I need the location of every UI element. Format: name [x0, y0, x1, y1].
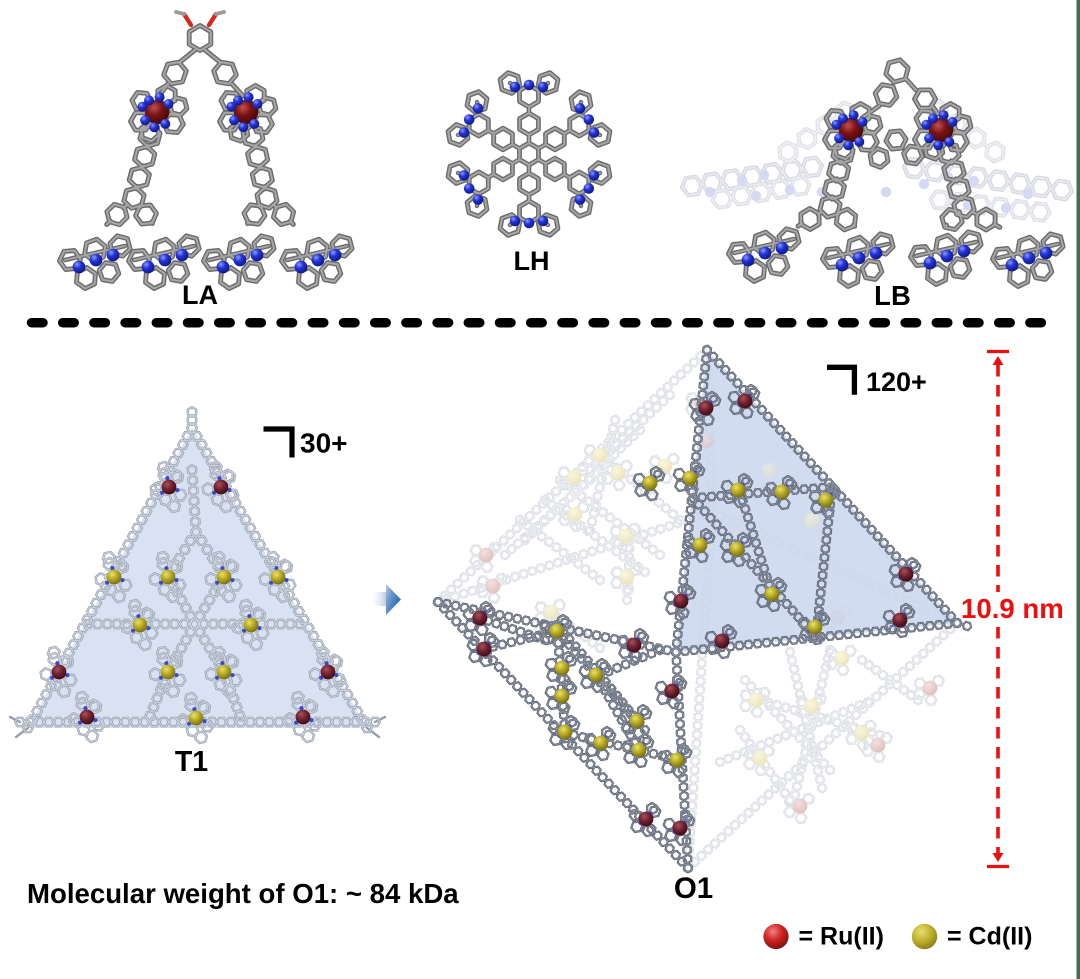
svg-text:LA: LA: [182, 280, 218, 310]
svg-text:O1: O1: [674, 872, 713, 905]
svg-text:T1: T1: [175, 746, 208, 778]
svg-text:LB: LB: [874, 280, 911, 311]
svg-text:LH: LH: [514, 246, 550, 276]
svg-text:Molecular weight of O1: ~ 84 k: Molecular weight of O1: ~ 84 kDa: [27, 878, 459, 909]
svg-text:120+: 120+: [866, 367, 927, 397]
svg-text:= Ru(II): = Ru(II): [799, 923, 884, 951]
svg-text:= Cd(II): = Cd(II): [947, 923, 1032, 951]
svg-text:30+: 30+: [300, 428, 348, 459]
svg-text:10.9 nm: 10.9 nm: [961, 593, 1064, 624]
